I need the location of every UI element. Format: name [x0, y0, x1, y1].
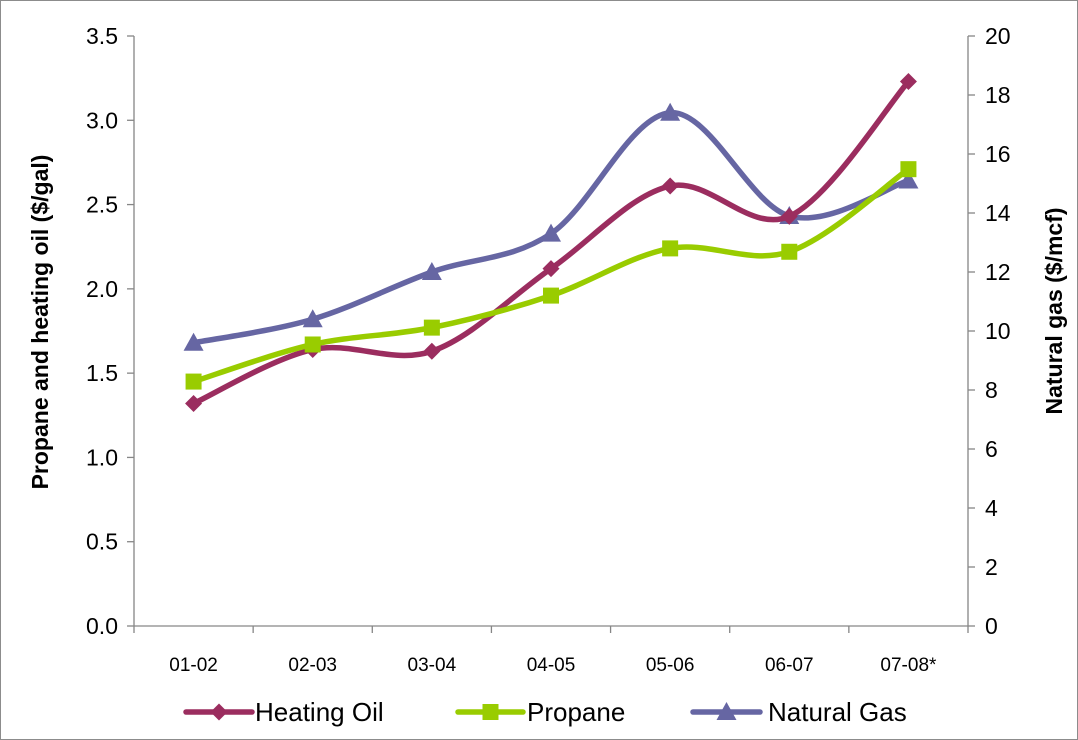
heating-oil-point	[661, 177, 679, 195]
propane-point	[781, 243, 798, 260]
y2-tick-label: 4	[985, 495, 998, 521]
natural-gas-point	[421, 262, 442, 280]
y2-tick-label: 8	[985, 377, 998, 403]
x-tick-label: 05-06	[646, 655, 695, 676]
y-tick-label: 1.0	[86, 444, 118, 470]
y-tick-label: 3.0	[86, 107, 118, 133]
natural-gas-point	[183, 332, 204, 351]
legend-label: Propane	[527, 697, 625, 727]
propane-point	[900, 161, 917, 178]
natural-gas-point	[302, 309, 323, 328]
y-tick-label: 0.0	[86, 613, 118, 639]
y2-tick-label: 16	[985, 141, 1011, 167]
y2-tick-label: 18	[985, 82, 1011, 108]
y2-tick-label: 6	[985, 436, 998, 462]
legend-swatch-marker	[210, 703, 228, 721]
x-tick-label: 07-08*	[880, 655, 937, 676]
y-tick-label: 0.5	[86, 529, 118, 555]
legend-swatch-marker	[482, 704, 499, 720]
x-tick-label: 01-02	[169, 655, 218, 676]
heating-oil-point	[542, 260, 560, 278]
legend-item-propane: Propane	[455, 697, 625, 727]
y2-tick-label: 14	[985, 200, 1011, 226]
heating-oil-point	[780, 207, 798, 225]
y2-tick-label: 2	[985, 554, 998, 580]
propane-point	[423, 319, 440, 336]
y-tick-label: 3.5	[86, 23, 118, 49]
heating-oil-line	[190, 78, 912, 407]
y2-tick-label: 0	[985, 613, 998, 639]
propane-point	[662, 240, 679, 257]
y2-tick-label: 20	[985, 23, 1011, 49]
y2-tick-label: 10	[985, 318, 1011, 344]
natural-gas-point	[660, 102, 681, 121]
y-tick-label: 2.5	[86, 192, 118, 218]
propane-point	[304, 336, 321, 353]
x-tick-label: 04-05	[527, 655, 576, 676]
legend-label: Heating Oil	[255, 697, 384, 727]
x-tick-label: 03-04	[408, 655, 457, 676]
legend-item-heating-oil: Heating Oil	[183, 697, 384, 727]
y2-axis-title: Natural gas ($/mcf)	[1041, 207, 1067, 414]
legend-label: Natural Gas	[768, 697, 907, 727]
natural-gas-point	[898, 170, 919, 189]
y2-tick-label: 12	[985, 259, 1011, 285]
legend-swatch-marker	[716, 702, 737, 720]
propane-point	[185, 373, 202, 390]
x-tick-label: 06-07	[765, 655, 814, 676]
x-tick-label: 02-03	[288, 655, 337, 676]
legend-item-natural-gas: Natural Gas	[690, 697, 907, 727]
y-axis-title: Propane and heating oil ($/gal)	[27, 155, 53, 490]
y-tick-label: 2.0	[86, 276, 118, 302]
y-tick-label: 1.5	[86, 360, 118, 386]
heating-oil-point	[423, 342, 441, 360]
heating-oil-point	[899, 73, 917, 91]
heating-oil-point	[185, 394, 203, 412]
natural-gas-point	[541, 223, 561, 242]
propane-point	[543, 287, 559, 304]
